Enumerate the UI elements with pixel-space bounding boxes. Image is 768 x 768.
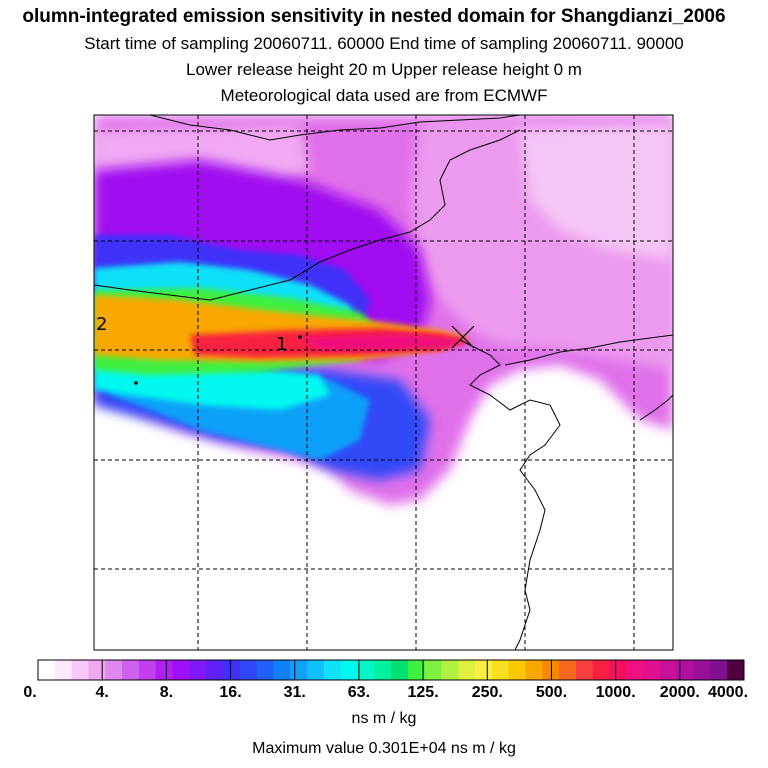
legend-swatch	[693, 660, 711, 680]
legend-swatch	[88, 660, 106, 680]
legend-swatch	[710, 660, 728, 680]
legend-tick-label: 125.	[407, 684, 439, 701]
legend-swatch	[340, 660, 358, 680]
legend-swatch	[391, 660, 409, 680]
legend-swatch	[508, 660, 526, 680]
legend-tick-label: 4000.	[707, 684, 749, 701]
legend-swatch	[458, 660, 476, 680]
legend-swatch	[256, 660, 274, 680]
legend-swatch	[222, 660, 241, 680]
legend-tick-label: 500.	[535, 684, 568, 701]
legend-swatch	[105, 660, 123, 680]
legend-swatch	[424, 660, 442, 680]
legend-color-bar	[37, 660, 745, 680]
trajectory-point-2	[134, 381, 138, 385]
legend-swatch	[71, 660, 89, 680]
legend-tick-label: 31.	[283, 684, 306, 701]
boundaries	[94, 115, 673, 650]
legend-frame	[37, 659, 745, 681]
map-frame	[93, 114, 674, 651]
legend-swatch	[138, 660, 157, 680]
legend-swatch	[323, 660, 342, 680]
legend-swatch	[206, 660, 224, 680]
legend-tick-label: 8.	[159, 684, 174, 701]
legend-swatch	[559, 660, 577, 680]
receptor-marker-icon	[451, 325, 475, 349]
legend-swatch	[407, 660, 426, 680]
met-data-line: Meteorological data used are from ECMWF	[220, 86, 548, 105]
legend-tick-label: 2000.	[659, 684, 700, 701]
legend-swatch	[239, 660, 258, 680]
legend-swatch	[592, 660, 611, 680]
lat-lon-grid	[94, 115, 673, 650]
legend-swatch	[727, 660, 745, 680]
legend-swatch	[155, 660, 173, 680]
legend-swatch	[491, 660, 510, 680]
legend-swatch	[38, 660, 56, 680]
trajectory-label-2: 2	[96, 314, 107, 335]
legend-swatch	[626, 660, 644, 680]
legend-tick-label: 0.	[23, 684, 37, 701]
legend-swatch	[475, 660, 493, 680]
legend-swatch	[172, 660, 190, 680]
legend-tick-label: 1000.	[595, 684, 636, 701]
legend-units: ns m / kg	[351, 710, 417, 727]
legend-swatch	[643, 660, 661, 680]
legend-swatch	[189, 660, 207, 680]
sensitivity-field	[94, 115, 673, 650]
legend-swatch	[306, 660, 325, 680]
legend-swatch	[609, 660, 627, 680]
trajectory-label-1: 1	[276, 334, 287, 355]
release-height-line: Lower release height 20 m Upper release …	[186, 60, 582, 79]
legend-swatch	[273, 660, 291, 680]
plot-title: olumn-integrated emission sensitivity in…	[22, 6, 726, 27]
legend-tick-label: 4.	[95, 684, 109, 701]
trajectory-point-1	[298, 335, 302, 339]
legend-tick-labels: 0. 4. 8. 16. 31. 63. 125. 250. 500. 1000. 2000. 400…	[0, 684, 768, 704]
legend-swatch	[441, 660, 459, 680]
legend-swatch	[54, 660, 73, 680]
sampling-time-line: Start time of sampling 20060711. 60000 E…	[84, 34, 684, 53]
legend-tick-label: 16.	[219, 684, 242, 701]
legend-tick-label: 63.	[347, 684, 371, 701]
maximum-value-text: Maximum value 0.301E+04 ns m / kg	[252, 740, 516, 757]
legend-swatch	[575, 660, 594, 680]
legend-swatch	[659, 660, 678, 680]
legend-swatch	[290, 660, 308, 680]
legend-swatch	[374, 660, 392, 680]
legend-swatch	[676, 660, 695, 680]
legend-swatch	[542, 660, 560, 680]
legend-tick-label: 250.	[471, 684, 503, 701]
legend-swatch	[357, 660, 375, 680]
legend-swatch	[122, 660, 140, 680]
legend-swatch	[525, 660, 543, 680]
